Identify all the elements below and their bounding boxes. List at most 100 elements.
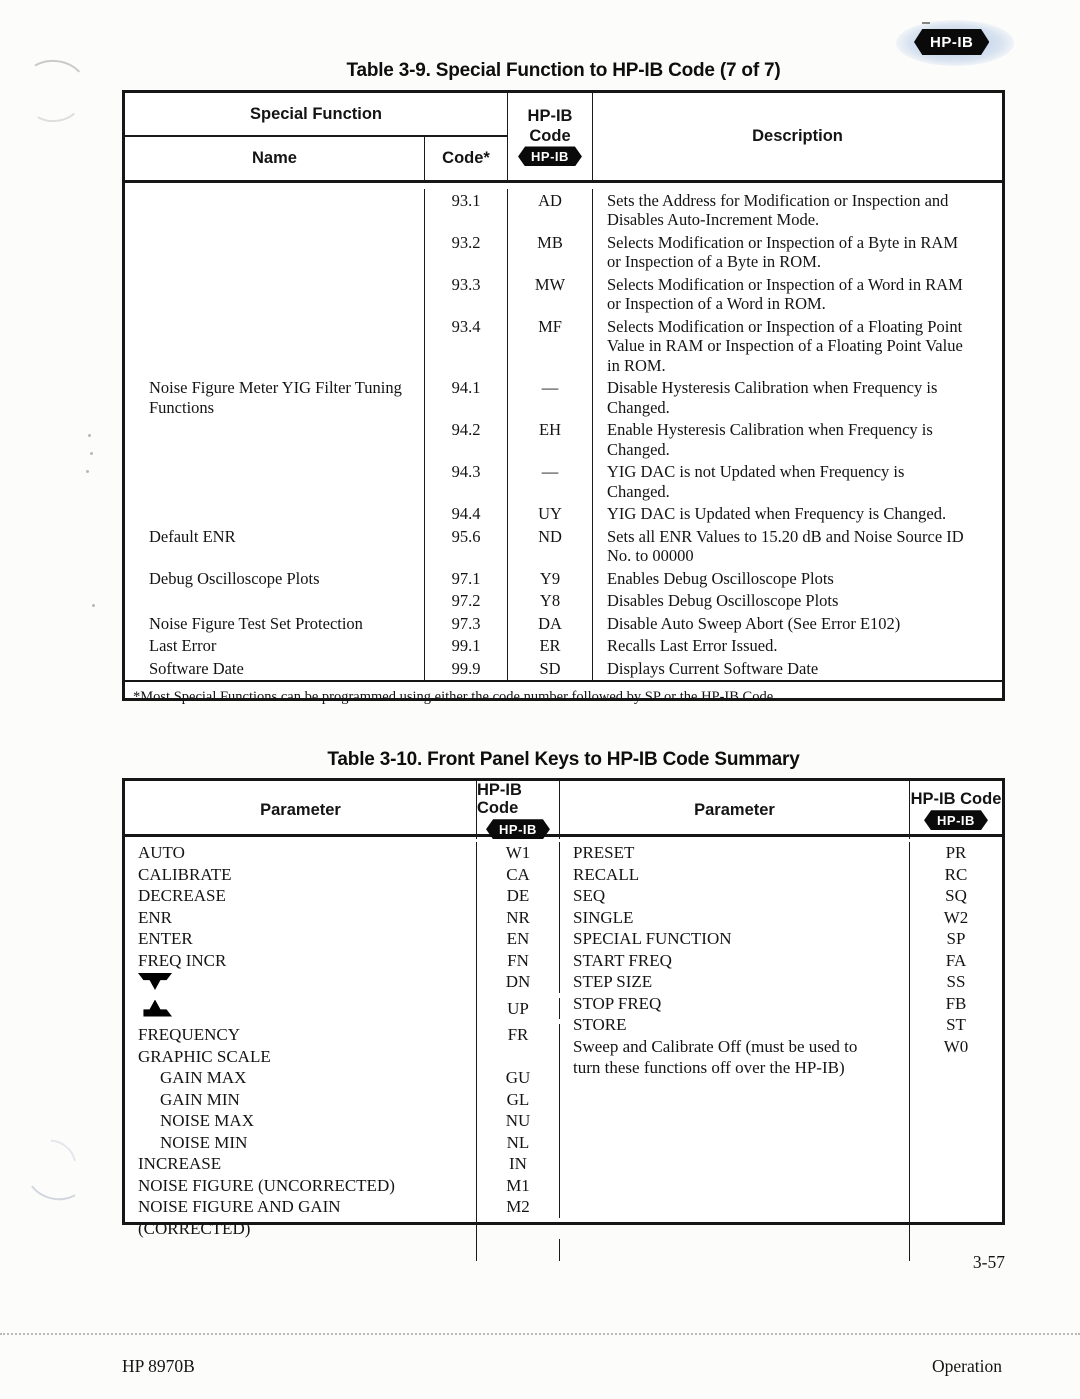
table-row: AUTO W1 (125, 842, 560, 864)
special-function-code: 99.1 (425, 634, 508, 657)
table-3-9-body: 93.1 AD Sets the Address for Modification … (125, 183, 1002, 680)
special-function-name (125, 589, 425, 612)
description-text: Enables Debug Oscilloscope Plots (607, 568, 834, 588)
special-function-name: Software Date (125, 657, 425, 680)
table-filler (560, 1078, 910, 1261)
description-text: YIG DAC is Updated when Frequency is Cha… (607, 504, 947, 523)
hpib-badge: HP-IB (914, 29, 990, 55)
special-function-name (125, 502, 425, 525)
hpib-badge: HP-IB (486, 819, 550, 840)
hpib-code-value: — (508, 376, 593, 419)
table-row: GAIN MIN GL (125, 1088, 560, 1110)
hpib-code-value: DE (477, 885, 560, 907)
table-row: Sweep and Calibrate Off (must be used to… (560, 1035, 1002, 1079)
special-function-code: 93.2 (425, 231, 508, 273)
description-text: Selects Modification or Inspection of a … (607, 232, 959, 272)
page-number: 3-57 (972, 1252, 1005, 1272)
scan-speck (86, 470, 89, 473)
parameter-label: PRESET (560, 842, 910, 864)
table-row: START FREQ FA (560, 949, 1002, 971)
table-3-9-footnote: *Most Special Functions can be programme… (125, 679, 1002, 715)
hpib-code-value: SS (946, 972, 966, 991)
hpib-code-value: SP (946, 929, 966, 948)
table-3-10: Parameter HP-IB Code HP-IB Parameter HP-… (122, 778, 1005, 1261)
header-special-function: Special Function (125, 93, 508, 137)
special-function-name: Debug Oscilloscope Plots (125, 567, 425, 590)
table-row: STORE ST (560, 1014, 1002, 1036)
description-text: Sets all ENR Values to 15.20 dB and Nois… (607, 526, 964, 566)
scan-speck (92, 604, 95, 607)
down-arrow-icon (138, 973, 172, 990)
hpib-code-value: UY (508, 502, 593, 525)
hpib-badge: HP-IB (518, 146, 582, 167)
special-function-code: 99.9 (425, 657, 508, 680)
parameter-label: FREQUENCY (125, 1024, 477, 1046)
header-code: Code* (425, 137, 508, 180)
header-hpib-code: HP-IB Code HP-IB (508, 93, 593, 180)
hpib-code-value: SD (508, 657, 593, 680)
hpib-code-value: CA (477, 863, 560, 885)
header-parameter: Parameter (560, 781, 910, 840)
header-hpib-line1: HP-IB (527, 106, 573, 125)
table-row: DECREASE DE (125, 885, 560, 907)
parameter-label: AUTO (125, 842, 477, 864)
parameter-label: GAIN MIN (125, 1088, 477, 1110)
special-function-name (125, 418, 425, 461)
hpib-code-value: FA (945, 950, 967, 970)
table-row: ENR NR (125, 906, 560, 928)
footer: HP 8970B Operation (122, 1356, 1002, 1377)
hpib-code-value: Y8 (508, 589, 593, 612)
hpib-code-value: FB (945, 993, 967, 1013)
special-function-name (125, 460, 425, 503)
header-hpib-code: HP-IB Code HP-IB (477, 781, 560, 840)
table-row: SEQ SQ (560, 885, 1002, 907)
parameter-label: NOISE FIGURE (UNCORRECTED) (125, 1174, 477, 1196)
hpib-code-value: UP (477, 997, 560, 1019)
special-function-code: 97.1 (425, 567, 508, 590)
table-row: SPECIAL FUNCTION SP (560, 928, 1002, 950)
table-row: INCREASE IN (125, 1153, 560, 1175)
parameter-label: STORE (560, 1014, 910, 1036)
footer-divider (0, 1333, 1080, 1335)
footer-section: Operation (932, 1356, 1002, 1376)
hpib-code-value: EH (508, 418, 593, 461)
header-parameter: Parameter (125, 781, 477, 840)
parameter-label: START FREQ (560, 949, 910, 971)
parameter-label: SINGLE (560, 906, 910, 928)
table-row: DN (125, 971, 560, 998)
description-text: Disable Hysteresis Calibration when Freq… (607, 378, 938, 417)
parameter-label: DECREASE (125, 885, 477, 907)
hpib-code-value: IN (477, 1153, 560, 1175)
special-function-code: 94.4 (425, 502, 508, 525)
special-function-name (125, 315, 425, 377)
table-row: RECALL RC (560, 863, 1002, 885)
table-row: CALIBRATE CA (125, 863, 560, 885)
description-text: Selects Modification or Inspection of a … (607, 316, 963, 375)
special-function-name: Last Error (125, 634, 425, 657)
special-function-code: 95.6 (425, 525, 508, 567)
parameter-label: STEP SIZE (560, 971, 910, 993)
special-function-code: 93.4 (425, 315, 508, 377)
special-function-name (125, 189, 425, 231)
parameter-label: SPECIAL FUNCTION (560, 928, 910, 950)
hpib-code-value: GU (477, 1067, 560, 1089)
description-text: Displays Current Software Date (607, 658, 819, 678)
parameter-label: SEQ (560, 885, 910, 907)
table-row: NOISE FIGURE AND GAIN (CORRECTED) M2 (125, 1196, 560, 1239)
hpib-code-value: MB (508, 231, 593, 273)
hpib-code-value: W2 (943, 907, 969, 927)
header-name: Name (125, 137, 425, 180)
table-filler (560, 1078, 1002, 1261)
table-row: SINGLE W2 (560, 906, 1002, 928)
special-function-name (125, 231, 425, 273)
special-function-name (125, 273, 425, 315)
parameter-label: GRAPHIC SCALE (125, 1045, 477, 1067)
scan-speck (922, 22, 930, 24)
special-function-code: 94.1 (425, 376, 508, 419)
hpib-code-value: NL (477, 1131, 560, 1153)
parameter-label: INCREASE (125, 1153, 477, 1175)
table-filler (910, 1079, 1002, 1261)
hpib-code-value: ND (508, 525, 593, 567)
special-function-code: 93.3 (425, 273, 508, 315)
parameter-label: NOISE FIGURE AND GAIN (CORRECTED) (125, 1196, 477, 1239)
